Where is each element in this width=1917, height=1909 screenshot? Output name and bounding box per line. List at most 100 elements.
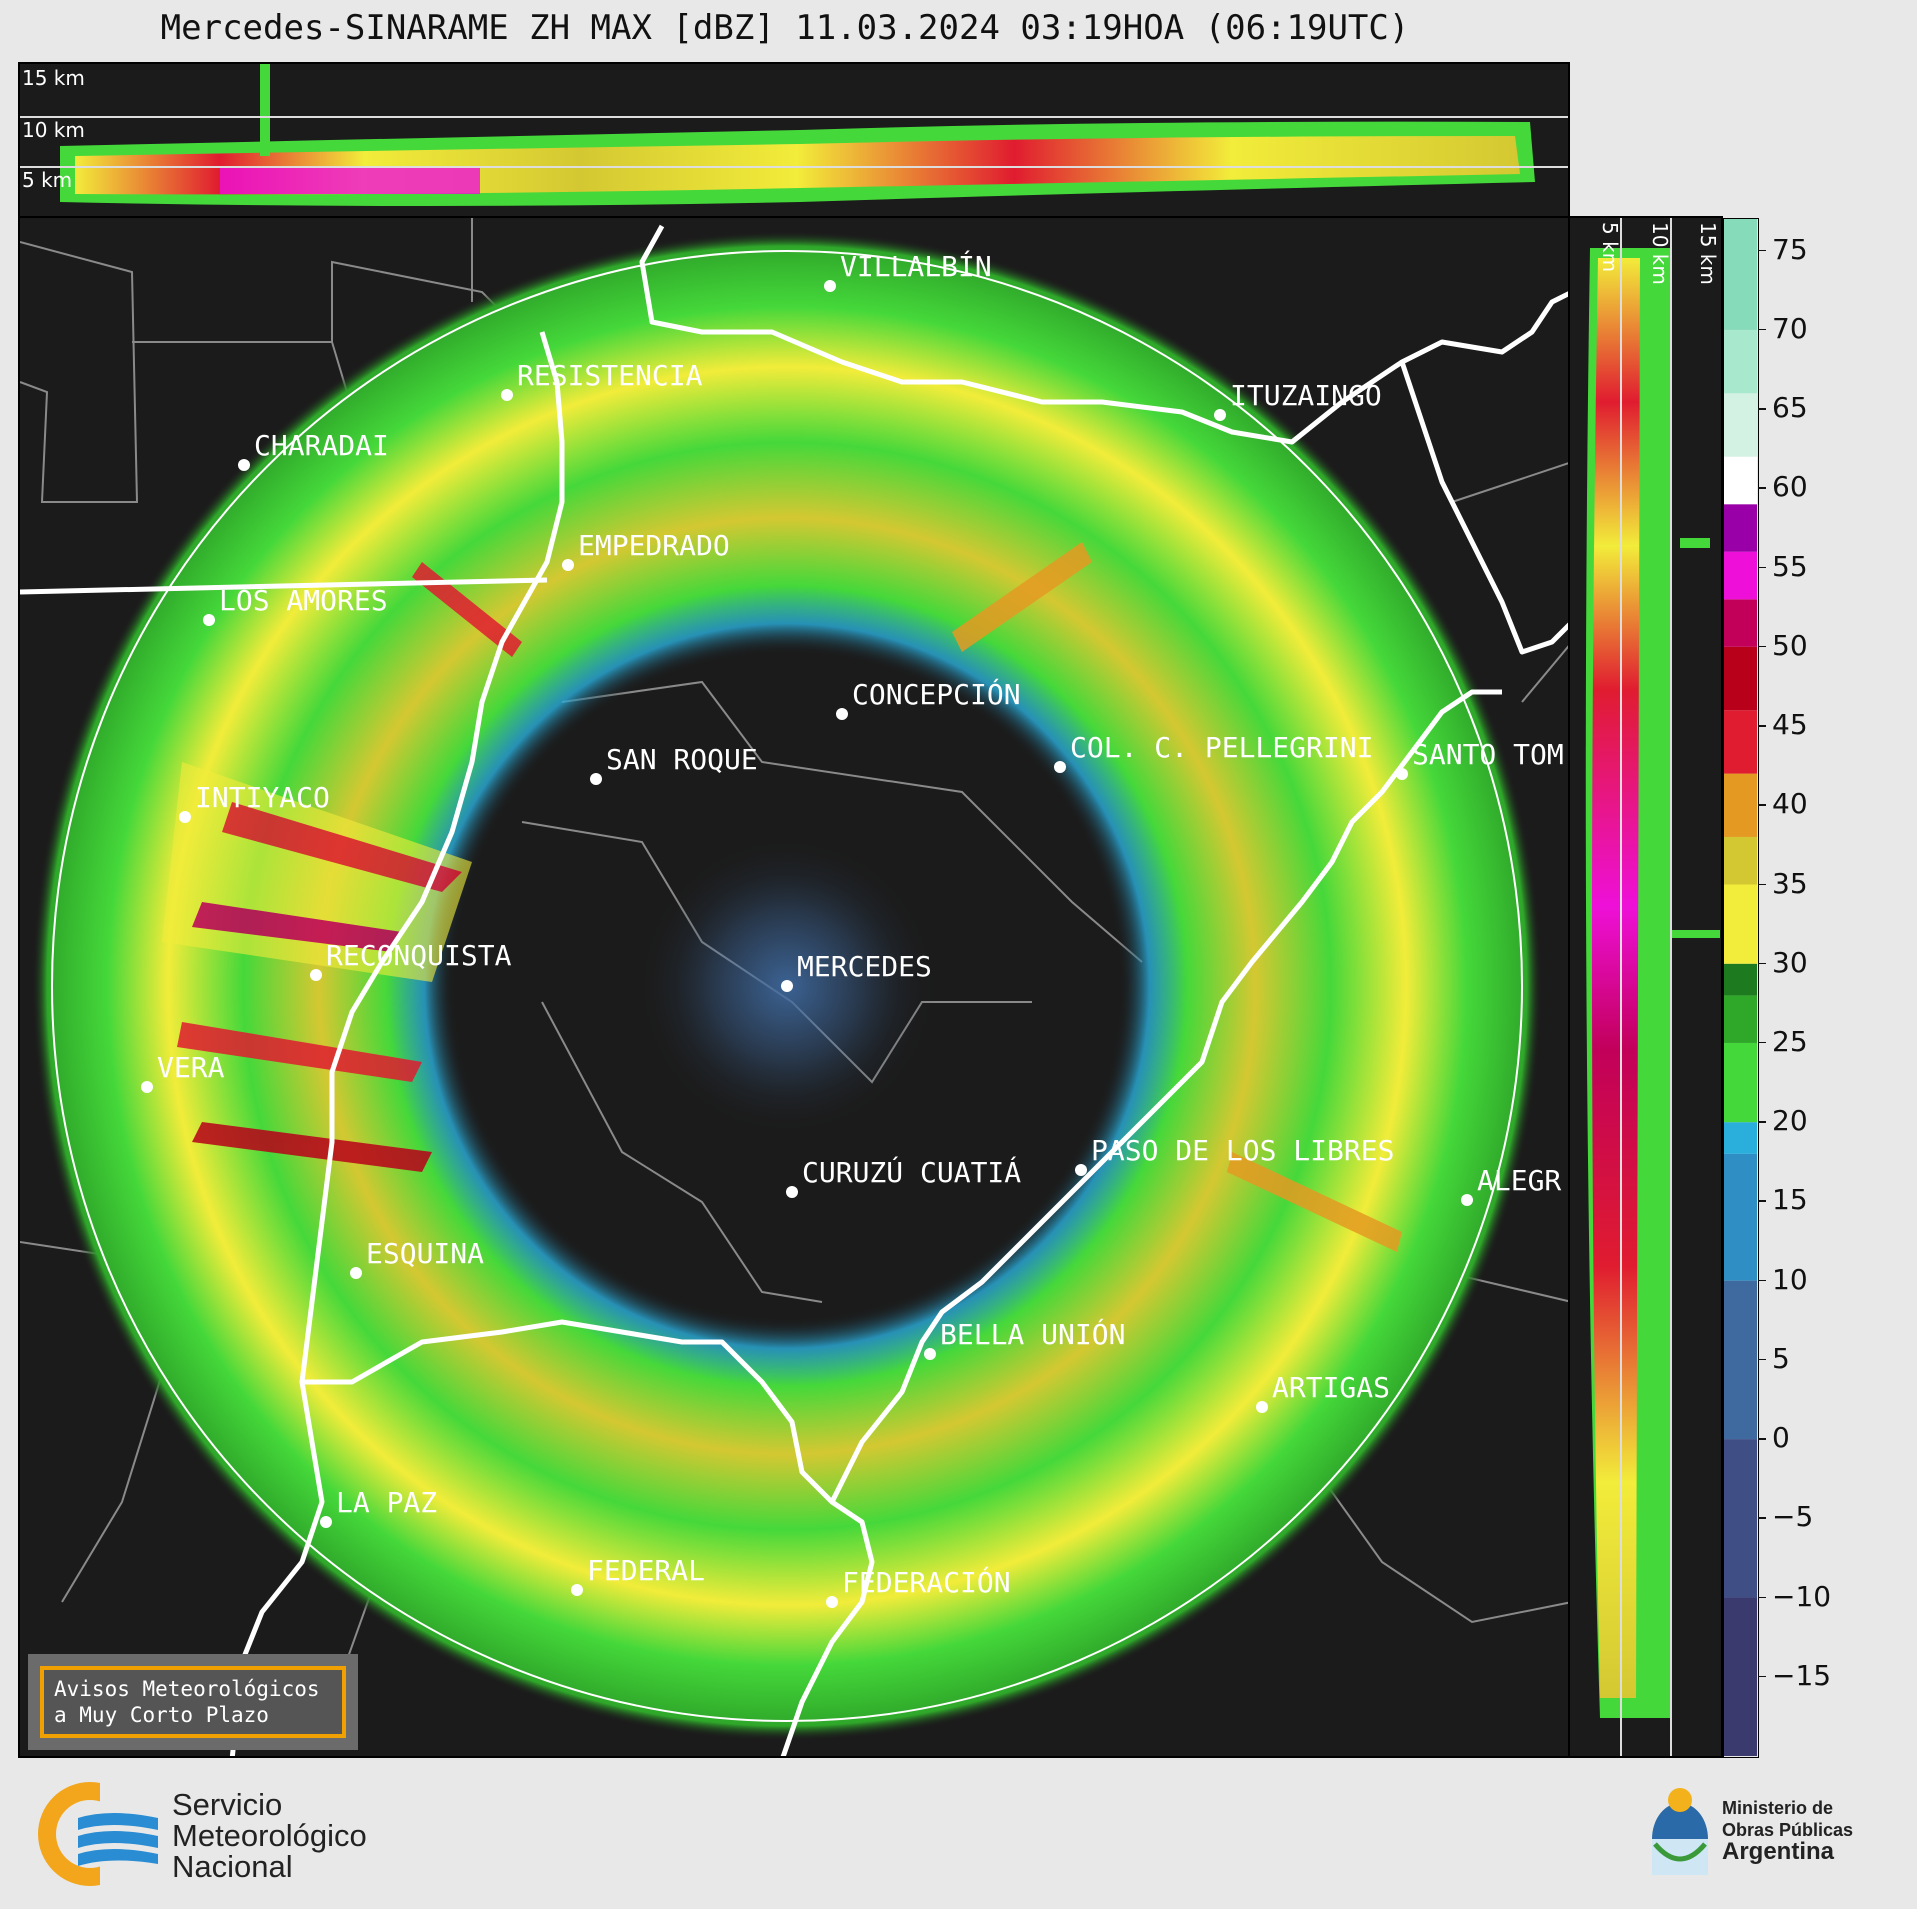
colorbar-tick-label: 35 [1772, 866, 1808, 900]
altitude-line-10km [20, 116, 1568, 118]
colorbar-tickmark [1758, 883, 1766, 885]
colorbar-segment [1724, 393, 1757, 457]
colorbar-tickmark [1758, 725, 1766, 727]
city-marker [1396, 768, 1408, 780]
colorbar-tickmark [1758, 962, 1766, 965]
side-cross-section-echo [1585, 248, 1720, 1718]
top-cross-section-echo [60, 64, 1535, 206]
side-altitude-label-5km: 5 km [1598, 222, 1622, 273]
avisos-line-1: Avisos Meteorológicos [54, 1677, 320, 1701]
city-label: ARTIGAS [1272, 1371, 1390, 1404]
city-marker [501, 389, 513, 401]
colorbar-segment [1724, 710, 1757, 774]
radar-map: VILLALBÍN RESISTENCIA ITUZAINGÓ CHARADAI EMP… [18, 216, 1570, 1758]
country-borders [20, 224, 1568, 1756]
city-label: SANTO TOM [1412, 738, 1564, 771]
city-marker [590, 773, 602, 785]
colorbar [1723, 218, 1759, 1758]
coat-of-arms-icon [1652, 1788, 1708, 1875]
colorbar-tickmark [1758, 566, 1766, 569]
colorbar-tick-label: 40 [1772, 787, 1808, 821]
smn-logo-icon [38, 1778, 162, 1890]
colorbar-tick-label: 50 [1772, 628, 1808, 662]
colorbar-tick-label: 55 [1772, 549, 1808, 583]
city-marker [310, 969, 322, 981]
strong-echo-cells [162, 542, 1402, 1252]
top-altitude-label-5km: 5 km [22, 168, 73, 192]
altitude-line-5km [20, 166, 1568, 168]
city-marker [1214, 409, 1226, 421]
city-label: LOS AMORES [219, 584, 388, 617]
colorbar-tick-label: 70 [1772, 311, 1808, 345]
colorbar-tickmark [1758, 1121, 1766, 1123]
city-label: CHARADAI [254, 429, 389, 462]
city-marker [826, 1596, 838, 1608]
city-marker [179, 811, 191, 823]
colorbar-tick-label: 15 [1772, 1183, 1808, 1217]
city-marker [1075, 1164, 1087, 1176]
colorbar-tick-label: 5 [1772, 1341, 1790, 1375]
colorbar-segment [1724, 1042, 1757, 1123]
ministerio-logo-text: Ministerio de Obras Públicas Argentina [1722, 1797, 1854, 1865]
avisos-inner: Avisos Meteorológicos a Muy Corto Plazo [40, 1666, 346, 1738]
city-marker [320, 1516, 332, 1528]
avisos-line-2: a Muy Corto Plazo [54, 1703, 269, 1727]
city-marker [562, 559, 574, 571]
city-label: LA PAZ [336, 1486, 437, 1519]
colorbar-segment [1724, 646, 1757, 711]
city-labels: VILLALBÍN RESISTENCIA ITUZAINGÓ CHARADAI EMP… [157, 249, 1564, 1599]
colorbar-tickmark [1758, 249, 1766, 252]
radar-map-svg: VILLALBÍN RESISTENCIA ITUZAINGÓ CHARADAI EMP… [20, 218, 1568, 1756]
side-altitude-line-10km [1670, 218, 1672, 1756]
smn-line-3: Nacional [172, 1849, 293, 1884]
colorbar-tick-label: 10 [1772, 1262, 1808, 1296]
colorbar-tickmark [1758, 804, 1766, 806]
colorbar-tick-label: 65 [1772, 391, 1808, 425]
colorbar-segment [1724, 456, 1757, 505]
city-label: COL. C. PELLEGRINI [1070, 731, 1373, 764]
top-cross-section: 15 km 10 km 5 km [18, 62, 1570, 218]
colorbar-tickmark [1758, 1438, 1766, 1440]
city-label: INTIYACO [195, 781, 330, 814]
city-label: FEDERAL [587, 1554, 705, 1587]
colorbar-tickmark [1758, 1358, 1766, 1361]
colorbar-tickmark [1758, 328, 1766, 331]
colorbar-tick-label: 20 [1772, 1104, 1808, 1138]
colorbar-tick-label: 25 [1772, 1024, 1808, 1058]
colorbar-segment [1724, 963, 1757, 996]
ministerio-line-2: Obras Públicas [1722, 1820, 1854, 1840]
city-marker [571, 1584, 583, 1596]
city-marker [203, 614, 215, 626]
colorbar-segment [1724, 995, 1757, 1043]
side-altitude-label-15km: 15 km [1696, 222, 1720, 285]
ministerio-line-3: Argentina [1722, 1838, 1835, 1865]
chart-title: Mercedes-SINARAME ZH MAX [dBZ] 11.03.202… [160, 8, 1410, 48]
city-marker [1054, 761, 1066, 773]
city-label: MERCEDES [797, 950, 932, 983]
city-label: VERA [157, 1051, 225, 1084]
side-altitude-line-5km [1620, 218, 1622, 1756]
colorbar-segment [1724, 1280, 1757, 1440]
colorbar-tick-label: −10 [1772, 1579, 1832, 1613]
colorbar-tickmark [1758, 408, 1766, 410]
city-label: RESISTENCIA [517, 359, 703, 392]
colorbar-tick-label: 30 [1772, 945, 1808, 979]
city-marker [238, 459, 250, 471]
colorbar-segment [1724, 219, 1757, 330]
colorbar-tick-label: 75 [1772, 232, 1808, 266]
colorbar-tickmark [1758, 1279, 1766, 1282]
city-label: VILLALBÍN [840, 249, 992, 283]
colorbar-tick-label: 45 [1772, 708, 1808, 742]
colorbar-tick-label: 60 [1772, 470, 1808, 504]
colorbar-tickmark [1758, 1596, 1766, 1599]
city-label: ITUZAINGÓ [1230, 378, 1382, 412]
city-marker [781, 980, 793, 992]
colorbar-tick-label: −5 [1772, 1500, 1814, 1534]
colorbar-segment [1724, 773, 1757, 837]
city-marker [350, 1267, 362, 1279]
colorbar-segment [1724, 504, 1757, 552]
range-ring [51, 250, 1523, 1722]
city-label: PASO DE LOS LIBRES [1091, 1134, 1394, 1167]
city-marker [141, 1081, 153, 1093]
colorbar-tickmark [1758, 1675, 1766, 1678]
